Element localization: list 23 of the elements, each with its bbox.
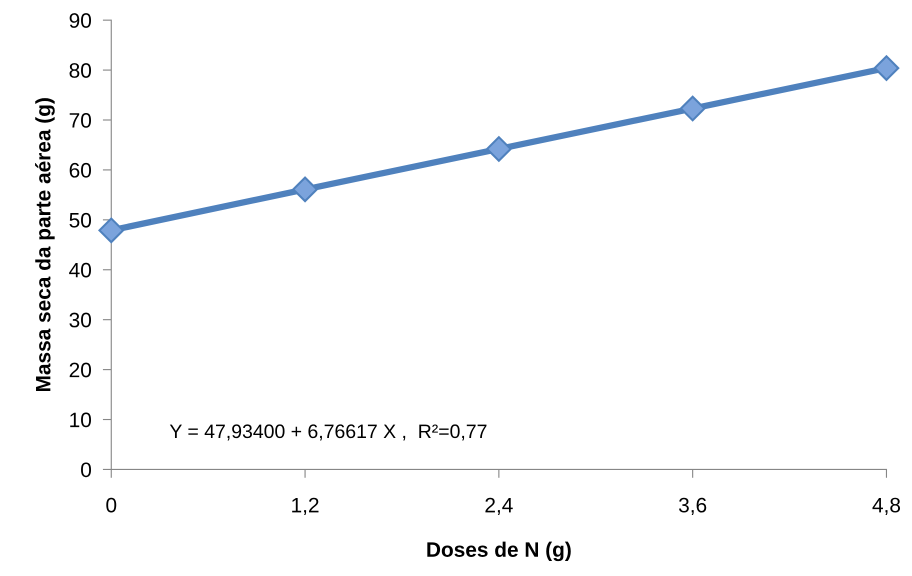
x-axis-title: Doses de N (g): [427, 542, 571, 562]
y-tick-label: 0: [81, 462, 92, 478]
x-tick-label: 0: [106, 498, 116, 513]
y-tick-label: 80: [70, 63, 92, 78]
x-tick-label: 2,4: [485, 498, 513, 515]
y-tick-label: 90: [70, 13, 92, 28]
point: [874, 55, 900, 81]
y-tick-label: 50: [69, 212, 92, 228]
x-tick-label: 4,8: [872, 498, 900, 515]
y-axis-title: Massa seca da parte aérea (g): [35, 98, 55, 392]
annotation: Y = 47,93400 + 6,76617 X , R²=0,77: [170, 424, 486, 440]
y-tick-label: 10: [70, 412, 92, 428]
x-tick-label: 1,2: [292, 498, 318, 515]
point: [680, 96, 706, 122]
y-tick-label: 70: [70, 113, 92, 128]
y-tick-label: 30: [69, 312, 92, 328]
x-tick-label: 3,6: [678, 498, 706, 515]
y-tick-label: 20: [70, 362, 92, 378]
point: [486, 136, 512, 162]
y-tick-label: 40: [69, 262, 92, 278]
y-tick-label: 60: [70, 162, 92, 178]
point: [98, 217, 124, 244]
point: [292, 176, 318, 202]
